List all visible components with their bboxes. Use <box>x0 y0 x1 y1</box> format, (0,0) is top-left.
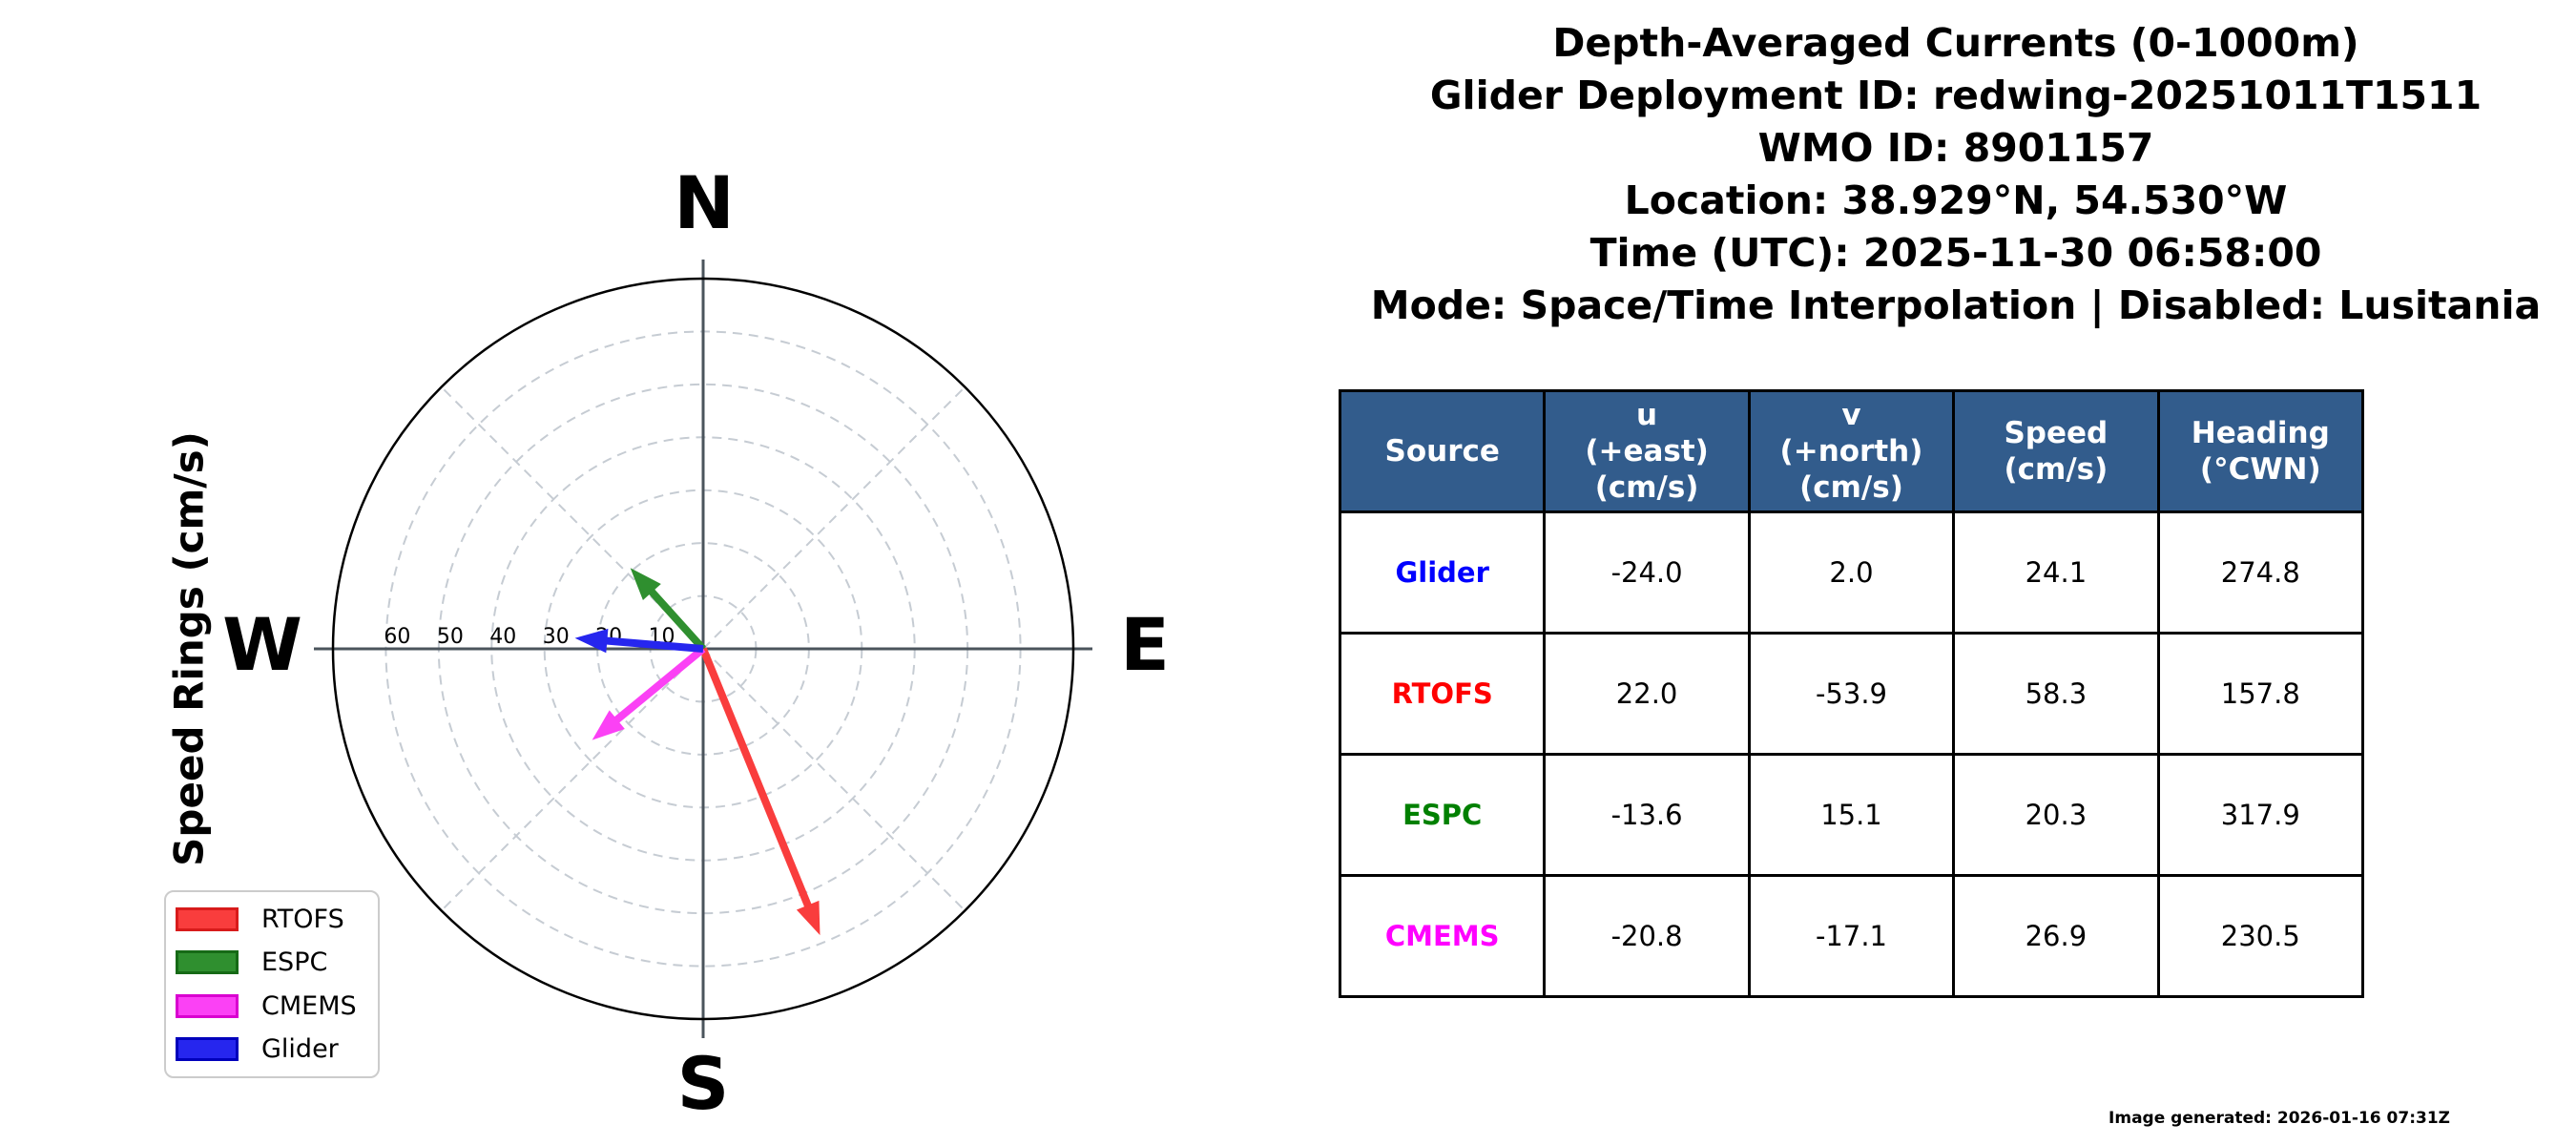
speed-rings-axis-label: Speed Rings (cm/s) <box>165 431 213 866</box>
cardinal-east-label: E <box>1120 602 1170 687</box>
generated-timestamp: Image generated: 2026-01-16 07:31Z <box>2109 1109 2450 1128</box>
legend-label: RTOFS <box>261 905 344 935</box>
speed-cell: 20.3 <box>1952 753 2160 877</box>
current-vector-head-rtofs <box>796 900 821 936</box>
col-header-heading: Heading (°CWN) <box>2156 389 2365 513</box>
title-line-deployment: Glider Deployment ID: redwing-20251011T1… <box>1429 73 2483 118</box>
heading-cell: 157.8 <box>2156 632 2365 756</box>
table-row: ESPC -13.6 15.1 20.3 317.9 <box>1338 753 2365 877</box>
title-line-main: Depth-Averaged Currents (0-1000m) <box>1552 20 2359 66</box>
title-block: Depth-Averaged Currents (0-1000m) Glider… <box>1317 17 2576 332</box>
table-row: CMEMS -20.8 -17.1 26.9 230.5 <box>1338 874 2365 998</box>
legend-label: CMEMS <box>261 990 357 1021</box>
speed-cell: 24.1 <box>1952 510 2160 635</box>
legend-item-glider: Glider <box>176 1031 378 1067</box>
u-cell: -24.0 <box>1543 510 1751 635</box>
heading-cell: 274.8 <box>2156 510 2365 635</box>
polar-outline <box>331 277 1075 1021</box>
col-header-v: v (+north) (cm/s) <box>1747 389 1956 513</box>
current-vector-head-cmems <box>592 710 625 740</box>
speed-cell: 58.3 <box>1952 632 2160 756</box>
current-vector-glider <box>600 636 704 653</box>
v-cell: 2.0 <box>1747 510 1956 635</box>
current-vector-cmems <box>610 645 706 727</box>
legend-item-cmems: CMEMS <box>176 989 378 1024</box>
u-cell: -13.6 <box>1543 753 1751 877</box>
title-line-time: Time (UTC): 2025-11-30 06:58:00 <box>1589 230 2322 276</box>
u-cell: -20.8 <box>1543 874 1751 998</box>
currents-table: Source u (+east) (cm/s) v (+north) (cm/s… <box>1338 389 2365 998</box>
cardinal-west-label: W <box>222 602 302 687</box>
legend-label: ESPC <box>261 947 328 978</box>
title-line-location: Location: 38.929°N, 54.530°W <box>1624 177 2288 223</box>
cardinal-south-label: S <box>676 1041 730 1126</box>
title-line-wmo: WMO ID: 8901157 <box>1757 125 2154 171</box>
v-cell: -53.9 <box>1747 632 1956 756</box>
heading-cell: 317.9 <box>2156 753 2365 877</box>
table-row: RTOFS 22.0 -53.9 58.3 157.8 <box>1338 632 2365 756</box>
cmems-color-swatch <box>176 993 239 1018</box>
source-cell: ESPC <box>1338 753 1547 877</box>
ring-tick-label: 50 <box>437 625 464 649</box>
diagonal-gridline <box>702 385 966 650</box>
cardinal-north-label: N <box>674 160 735 245</box>
rtofs-color-swatch <box>176 907 239 932</box>
speed-cell: 26.9 <box>1952 874 2160 998</box>
title-line-mode: Mode: Space/Time Interpolation | Disable… <box>1370 282 2542 328</box>
v-cell: 15.1 <box>1747 753 1956 877</box>
legend: RTOFS ESPC CMEMS Glider <box>164 890 380 1078</box>
legend-label: Glider <box>261 1033 339 1064</box>
col-header-speed: Speed (cm/s) <box>1952 389 2160 513</box>
source-cell: CMEMS <box>1338 874 1547 998</box>
legend-item-rtofs: RTOFS <box>176 902 378 937</box>
v-cell: -17.1 <box>1747 874 1956 998</box>
current-vector-head-glider <box>574 628 609 654</box>
glider-color-swatch <box>176 1036 239 1061</box>
current-vector-head-espc <box>630 568 661 600</box>
source-cell: Glider <box>1338 510 1547 635</box>
table-row: Glider -24.0 2.0 24.1 274.8 <box>1338 510 2365 635</box>
table-header-row: Source u (+east) (cm/s) v (+north) (cm/s… <box>1338 389 2365 513</box>
ring-tick-label: 40 <box>489 625 516 649</box>
u-cell: 22.0 <box>1543 632 1751 756</box>
diagonal-gridline <box>440 385 704 650</box>
current-vector-espc <box>645 584 706 652</box>
ring-tick-label: 60 <box>384 625 410 649</box>
heading-cell: 230.5 <box>2156 874 2365 998</box>
current-vector-rtofs <box>699 647 814 913</box>
espc-color-swatch <box>176 950 239 975</box>
diagonal-gridline <box>702 648 966 912</box>
col-header-u: u (+east) (cm/s) <box>1543 389 1751 513</box>
col-header-source: Source <box>1338 389 1547 513</box>
ring-tick-label: 30 <box>543 625 570 649</box>
legend-item-espc: ESPC <box>176 945 378 980</box>
diagonal-gridline <box>440 648 704 912</box>
source-cell: RTOFS <box>1338 632 1547 756</box>
